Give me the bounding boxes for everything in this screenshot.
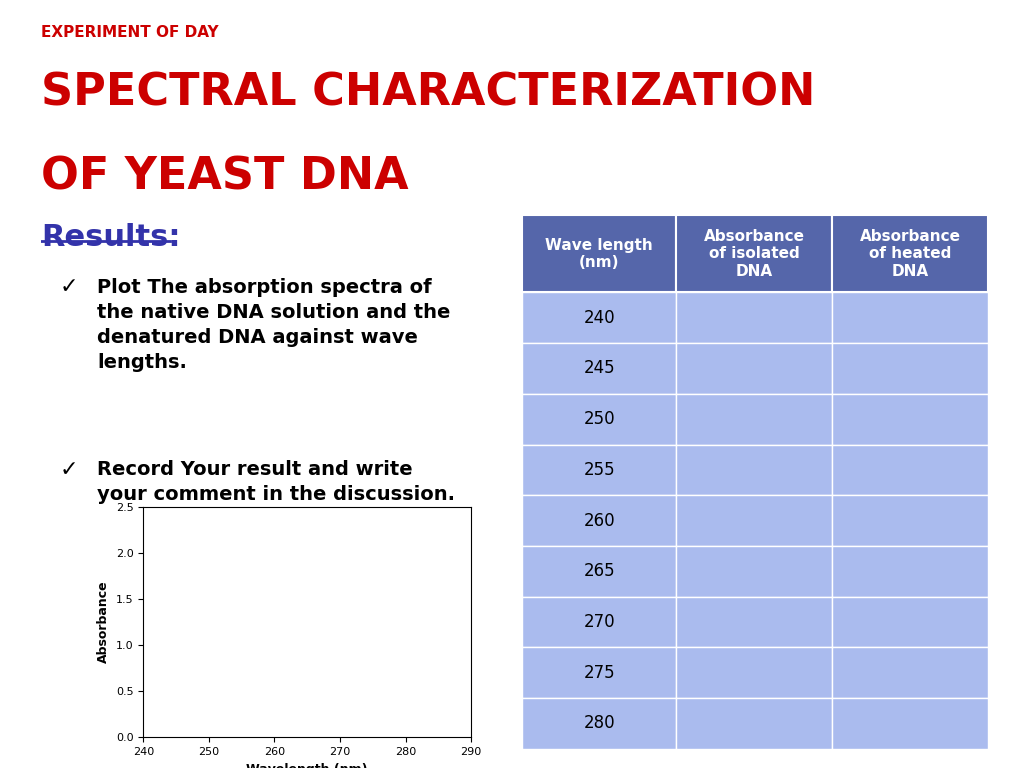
Text: 240: 240	[584, 309, 615, 327]
Text: 265: 265	[584, 562, 615, 581]
Text: 255: 255	[584, 461, 615, 479]
Bar	[522, 215, 676, 293]
Bar	[522, 394, 676, 445]
Text: SPECTRAL CHARACTERIZATION: SPECTRAL CHARACTERIZATION	[41, 71, 815, 114]
Text: Absorbance
of isolated
DNA: Absorbance of isolated DNA	[703, 229, 805, 279]
Text: 260: 260	[584, 511, 615, 530]
Text: Results:: Results:	[41, 223, 180, 252]
Text: 280: 280	[584, 714, 615, 733]
Bar	[522, 597, 676, 647]
Bar	[676, 394, 833, 445]
Bar	[522, 293, 676, 343]
Bar	[833, 647, 988, 698]
Bar	[676, 597, 833, 647]
Text: EXPERIMENT OF DAY: EXPERIMENT OF DAY	[41, 25, 218, 41]
Bar	[833, 293, 988, 343]
Bar	[522, 647, 676, 698]
Text: ✓: ✓	[59, 460, 79, 480]
Bar	[833, 445, 988, 495]
Text: Absorbance
of heated
DNA: Absorbance of heated DNA	[859, 229, 961, 279]
Bar	[676, 495, 833, 546]
Bar	[676, 698, 833, 749]
Bar	[833, 698, 988, 749]
Text: Plot The absorption spectra of
the native DNA solution and the
denatured DNA aga: Plot The absorption spectra of the nativ…	[97, 277, 451, 372]
Bar	[676, 343, 833, 394]
Bar	[676, 647, 833, 698]
Bar	[833, 215, 988, 293]
Bar	[676, 445, 833, 495]
Text: 275: 275	[584, 664, 615, 682]
Text: Record Your result and write
your comment in the discussion.: Record Your result and write your commen…	[97, 460, 456, 505]
Bar	[676, 215, 833, 293]
X-axis label: Wavelength (nm): Wavelength (nm)	[247, 763, 368, 768]
Y-axis label: Absorbance: Absorbance	[97, 581, 111, 664]
Bar	[833, 495, 988, 546]
Bar	[676, 293, 833, 343]
Text: 245: 245	[584, 359, 615, 378]
Text: Wave length
(nm): Wave length (nm)	[545, 237, 653, 270]
Bar	[833, 597, 988, 647]
Bar	[522, 343, 676, 394]
Bar	[522, 698, 676, 749]
Text: 270: 270	[584, 613, 615, 631]
Text: OF YEAST DNA: OF YEAST DNA	[41, 155, 409, 198]
Bar	[522, 546, 676, 597]
Bar	[676, 546, 833, 597]
Text: 250: 250	[584, 410, 615, 429]
Bar	[833, 394, 988, 445]
Bar	[522, 495, 676, 546]
Text: ✓: ✓	[59, 277, 79, 297]
Bar	[522, 445, 676, 495]
Bar	[833, 343, 988, 394]
Bar	[833, 546, 988, 597]
